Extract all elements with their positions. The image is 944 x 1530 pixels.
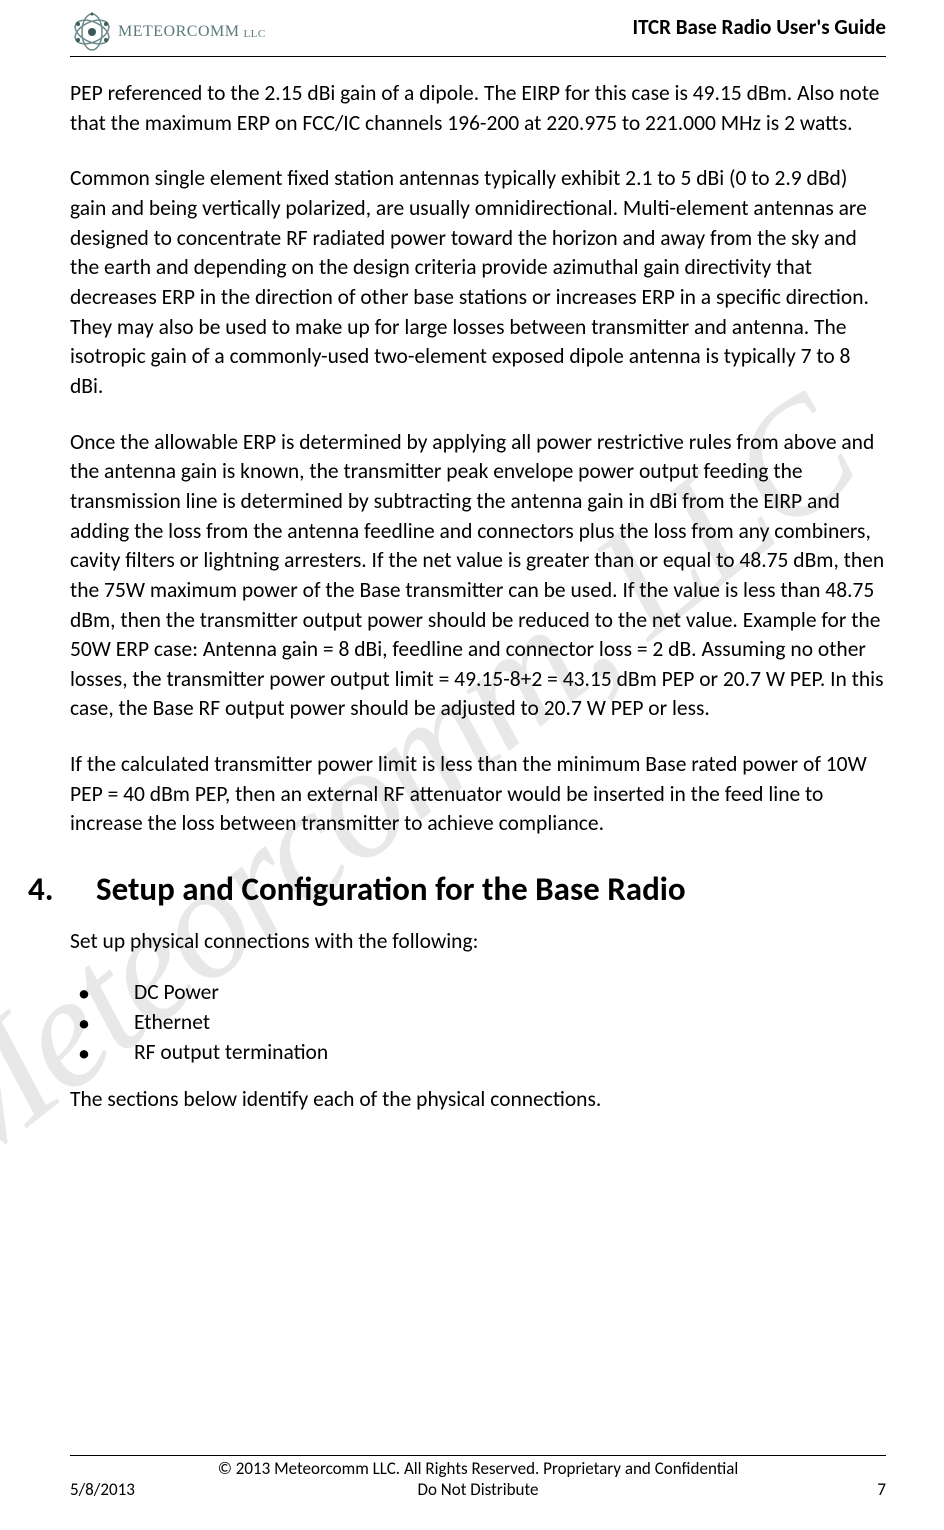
logo-company-name: METEORCOMM xyxy=(118,24,239,40)
list-item: DC Power xyxy=(70,977,886,1007)
logo-text-block: METEORCOMM LLC xyxy=(118,24,266,40)
connections-bullet-list: DC Power Ethernet RF output termination xyxy=(70,977,886,1067)
footer-copyright: © 2013 Meteorcomm LLC. All Rights Reserv… xyxy=(70,1458,886,1479)
meteorcomm-logo-icon xyxy=(70,10,114,54)
body-paragraph-2: Common single element fixed station ante… xyxy=(70,164,886,401)
section-title: Setup and Configuration for the Base Rad… xyxy=(96,869,686,909)
section-4-heading: 4. Setup and Configuration for the Base … xyxy=(28,869,886,909)
body-text-container: PEP referenced to the 2.15 dBi gain of a… xyxy=(70,79,886,1115)
page-header: METEORCOMM LLC ITCR Base Radio User's Gu… xyxy=(70,10,886,57)
footer-page-number: 7 xyxy=(736,1479,886,1500)
list-item: Ethernet xyxy=(70,1007,886,1037)
section-number: 4. xyxy=(28,869,96,909)
footer-distribution-notice: Do Not Distribute xyxy=(220,1479,736,1500)
logo-llc-suffix: LLC xyxy=(243,29,265,40)
list-item: RF output termination xyxy=(70,1037,886,1067)
section-intro-text: Set up physical connections with the fol… xyxy=(70,927,886,957)
body-paragraph-4: If the calculated transmitter power limi… xyxy=(70,750,886,839)
body-paragraph-1: PEP referenced to the 2.15 dBi gain of a… xyxy=(70,79,886,138)
company-logo: METEORCOMM LLC xyxy=(70,10,266,54)
page-content: METEORCOMM LLC ITCR Base Radio User's Gu… xyxy=(0,0,944,1115)
body-paragraph-3: Once the allowable ERP is determined by … xyxy=(70,428,886,725)
footer-date: 5/8/2013 xyxy=(70,1479,220,1500)
document-title: ITCR Base Radio User's Guide xyxy=(632,14,886,40)
footer-bottom-row: 5/8/2013 Do Not Distribute 7 xyxy=(70,1479,886,1500)
section-outro-text: The sections below identify each of the … xyxy=(70,1085,886,1115)
page-footer: © 2013 Meteorcomm LLC. All Rights Reserv… xyxy=(70,1455,886,1500)
